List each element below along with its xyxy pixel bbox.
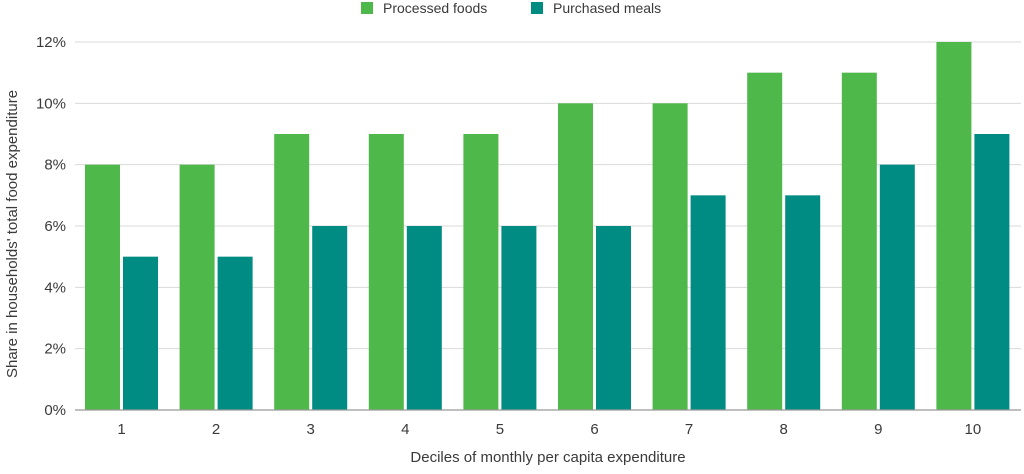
bar-purchased-meals <box>312 226 348 410</box>
bar-processed-foods <box>85 164 120 410</box>
bar-purchased-meals <box>596 226 631 410</box>
y-tick-label: 12% <box>36 34 66 51</box>
x-tick-label: 6 <box>590 421 598 438</box>
y-tick-label: 10% <box>36 95 66 112</box>
bar-processed-foods <box>936 42 972 410</box>
x-tick-label: 8 <box>780 421 788 438</box>
x-tick-label: 9 <box>874 421 882 438</box>
bar-processed-foods <box>558 103 593 410</box>
bar-purchased-meals <box>785 195 821 410</box>
x-axis-ticks: 1 2 3 4 5 6 7 8 9 10 <box>117 421 981 438</box>
bar-purchased-meals <box>123 256 158 410</box>
y-tick-label: 6% <box>44 218 66 235</box>
x-tick-label: 10 <box>965 421 982 438</box>
x-axis-title: Deciles of monthly per capita expenditur… <box>410 449 685 466</box>
bar-purchased-meals <box>879 164 915 410</box>
bar-processed-foods <box>841 72 877 411</box>
gridlines <box>75 41 1021 350</box>
legend: Processed foods Purchased meals <box>361 0 661 16</box>
bar-processed-foods <box>368 134 404 410</box>
x-tick-label: 4 <box>401 421 409 438</box>
bar-purchased-meals <box>974 134 1010 410</box>
x-tick-label: 1 <box>117 421 125 438</box>
legend-swatch <box>361 2 373 14</box>
y-axis-title: Share in households' total food expendit… <box>4 90 21 378</box>
x-tick-label: 5 <box>496 421 504 438</box>
legend-label: Purchased meals <box>553 0 661 16</box>
y-tick-label: 0% <box>44 402 66 419</box>
y-tick-label: 2% <box>44 341 66 358</box>
legend-swatch <box>531 2 543 14</box>
bar-purchased-meals <box>690 195 726 410</box>
y-tick-label: 8% <box>44 157 66 174</box>
bar-purchased-meals <box>217 256 253 410</box>
x-tick-label: 3 <box>307 421 315 438</box>
bar-processed-foods <box>652 103 688 410</box>
bar-purchased-meals <box>406 226 442 410</box>
bar-purchased-meals <box>501 226 537 410</box>
bar-processed-foods <box>747 72 783 411</box>
x-tick-label: 2 <box>212 421 220 438</box>
bar-processed-foods <box>274 134 310 410</box>
x-tick-label: 7 <box>685 421 693 438</box>
y-tick-label: 4% <box>44 279 66 296</box>
bar-processed-foods <box>463 134 499 410</box>
y-axis-ticks: 0% 2% 4% 6% 8% 10% 12% <box>36 34 66 419</box>
bars <box>85 42 1010 411</box>
bar-processed-foods <box>179 164 215 410</box>
legend-label: Processed foods <box>383 0 487 16</box>
